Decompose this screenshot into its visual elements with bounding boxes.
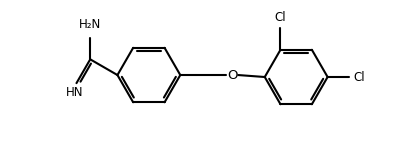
Text: H₂N: H₂N — [79, 18, 101, 31]
Text: Cl: Cl — [275, 11, 286, 24]
Text: Cl: Cl — [353, 71, 365, 84]
Text: O: O — [227, 69, 238, 82]
Text: HN: HN — [66, 86, 83, 99]
